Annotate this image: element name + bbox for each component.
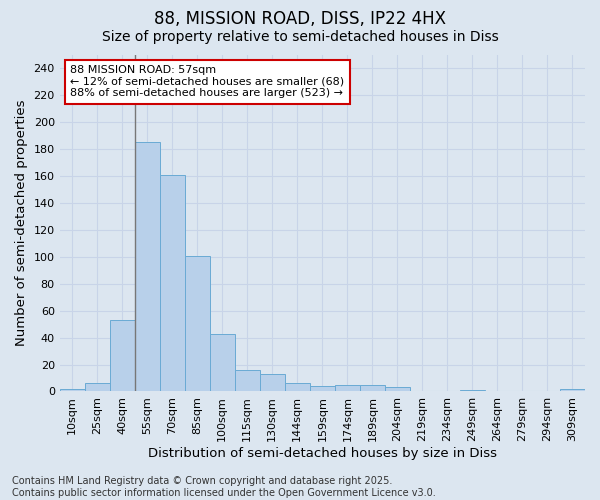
Text: Contains HM Land Registry data © Crown copyright and database right 2025.
Contai: Contains HM Land Registry data © Crown c… [12,476,436,498]
Text: Size of property relative to semi-detached houses in Diss: Size of property relative to semi-detach… [101,30,499,44]
Bar [385,388,410,392]
Text: 88 MISSION ROAD: 57sqm
← 12% of semi-detached houses are smaller (68)
88% of sem: 88 MISSION ROAD: 57sqm ← 12% of semi-det… [70,65,344,98]
Bar [285,384,310,392]
Bar [560,389,585,392]
X-axis label: Distribution of semi-detached houses by size in Diss: Distribution of semi-detached houses by … [148,447,497,460]
Bar [360,384,385,392]
Y-axis label: Number of semi-detached properties: Number of semi-detached properties [15,100,28,346]
Bar [85,384,110,392]
Bar [310,386,335,392]
Bar [235,370,260,392]
Bar [59,389,85,392]
Bar [110,320,135,392]
Bar [210,334,235,392]
Bar [460,390,485,392]
Bar [335,384,360,392]
Bar [135,142,160,392]
Bar [185,256,210,392]
Bar [260,374,285,392]
Text: 88, MISSION ROAD, DISS, IP22 4HX: 88, MISSION ROAD, DISS, IP22 4HX [154,10,446,28]
Bar [160,175,185,392]
